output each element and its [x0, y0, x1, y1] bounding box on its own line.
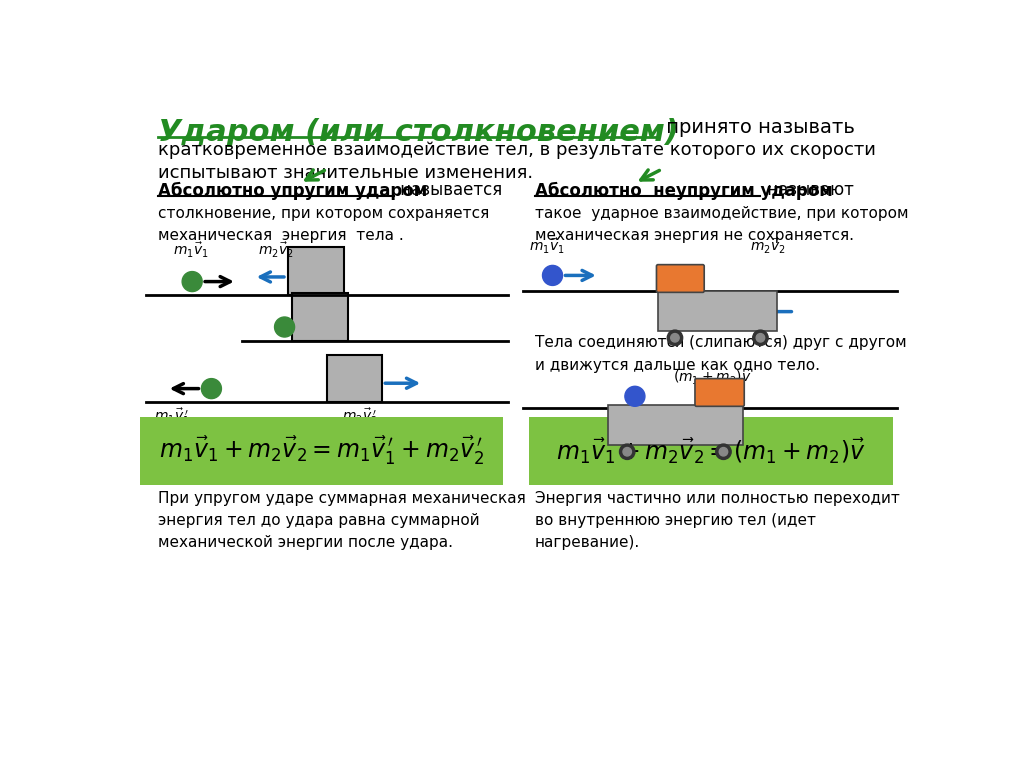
Text: Абсолютно  неупругим ударом: Абсолютно неупругим ударом: [535, 181, 833, 200]
Text: $m_1\vec{v}_1$: $m_1\vec{v}_1$: [173, 241, 209, 260]
Circle shape: [182, 272, 202, 292]
FancyBboxPatch shape: [529, 417, 893, 485]
Text: такое  ударное взаимодействие, при котором
механическая энергия не сохраняется.: такое ударное взаимодействие, при которо…: [535, 206, 908, 243]
Circle shape: [623, 448, 632, 456]
Text: Энергия частично или полностью переходит
во внутреннюю энергию тел (идет
нагрева: Энергия частично или полностью переходит…: [535, 491, 900, 551]
Circle shape: [719, 448, 728, 456]
FancyBboxPatch shape: [695, 379, 744, 406]
Text: $m_1\vec{v}_1^{\,\prime}$: $m_1\vec{v}_1^{\,\prime}$: [154, 406, 189, 427]
Text: Ударом (или столкновением): Ударом (или столкновением): [158, 118, 678, 147]
Text: называют: называют: [762, 181, 854, 200]
Text: Абсолютно упругим ударом: Абсолютно упругим ударом: [158, 181, 427, 200]
Text: Тела соединяются (слипаются) друг с другом
и движутся дальше как одно тело.: Тела соединяются (слипаются) друг с друг…: [535, 336, 906, 372]
Circle shape: [668, 330, 683, 346]
FancyBboxPatch shape: [292, 293, 348, 341]
Text: принято называть: принято называть: [659, 118, 854, 137]
FancyBboxPatch shape: [656, 265, 705, 293]
Circle shape: [716, 444, 731, 459]
Text: испытывают значительные изменения.: испытывают значительные изменения.: [158, 164, 532, 182]
Circle shape: [753, 330, 768, 346]
Circle shape: [671, 333, 679, 342]
Text: $m_2\vec{v}_2^{\,\prime}$: $m_2\vec{v}_2^{\,\prime}$: [342, 406, 378, 427]
Text: кратковременное взаимодействие тел, в результате которого их скорости: кратковременное взаимодействие тел, в ре…: [158, 141, 876, 159]
Text: $m_2\vec{v}_2$: $m_2\vec{v}_2$: [751, 237, 786, 257]
Circle shape: [543, 266, 562, 286]
FancyBboxPatch shape: [658, 291, 777, 331]
Circle shape: [625, 386, 645, 406]
Circle shape: [202, 379, 221, 399]
Text: называется: называется: [395, 181, 503, 200]
Text: $m_1\vec{v}_1 + m_2\vec{v}_2 = m_1\vec{v}_1^{\,\prime} + m_2\vec{v}_2^{\,\prime}: $m_1\vec{v}_1 + m_2\vec{v}_2 = m_1\vec{v…: [159, 435, 484, 468]
Circle shape: [756, 333, 765, 342]
Text: $(m_1+m_2)\vec{v}$: $(m_1+m_2)\vec{v}$: [674, 368, 752, 387]
Text: $m_1\vec{v}_1$: $m_1\vec{v}_1$: [529, 237, 565, 257]
Text: При упругом ударе суммарная механическая
энергия тел до удара равна суммарной
ме: При упругом ударе суммарная механическая…: [158, 491, 525, 551]
FancyBboxPatch shape: [608, 405, 742, 445]
Text: $m_1\vec{v}_1 + m_2\vec{v}_2 = (m_1 + m_2)\vec{v}$: $m_1\vec{v}_1 + m_2\vec{v}_2 = (m_1 + m_…: [556, 436, 866, 466]
Circle shape: [620, 444, 635, 459]
FancyBboxPatch shape: [140, 417, 503, 485]
Text: $m_2\vec{v}_2$: $m_2\vec{v}_2$: [258, 241, 293, 260]
Text: столкновение, при котором сохраняется
механическая  энергия  тела .: столкновение, при котором сохраняется ме…: [158, 206, 488, 243]
FancyBboxPatch shape: [327, 355, 382, 402]
FancyBboxPatch shape: [289, 247, 344, 295]
Circle shape: [274, 317, 295, 337]
